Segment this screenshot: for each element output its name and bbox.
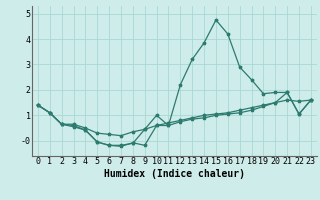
X-axis label: Humidex (Indice chaleur): Humidex (Indice chaleur) (104, 169, 245, 179)
